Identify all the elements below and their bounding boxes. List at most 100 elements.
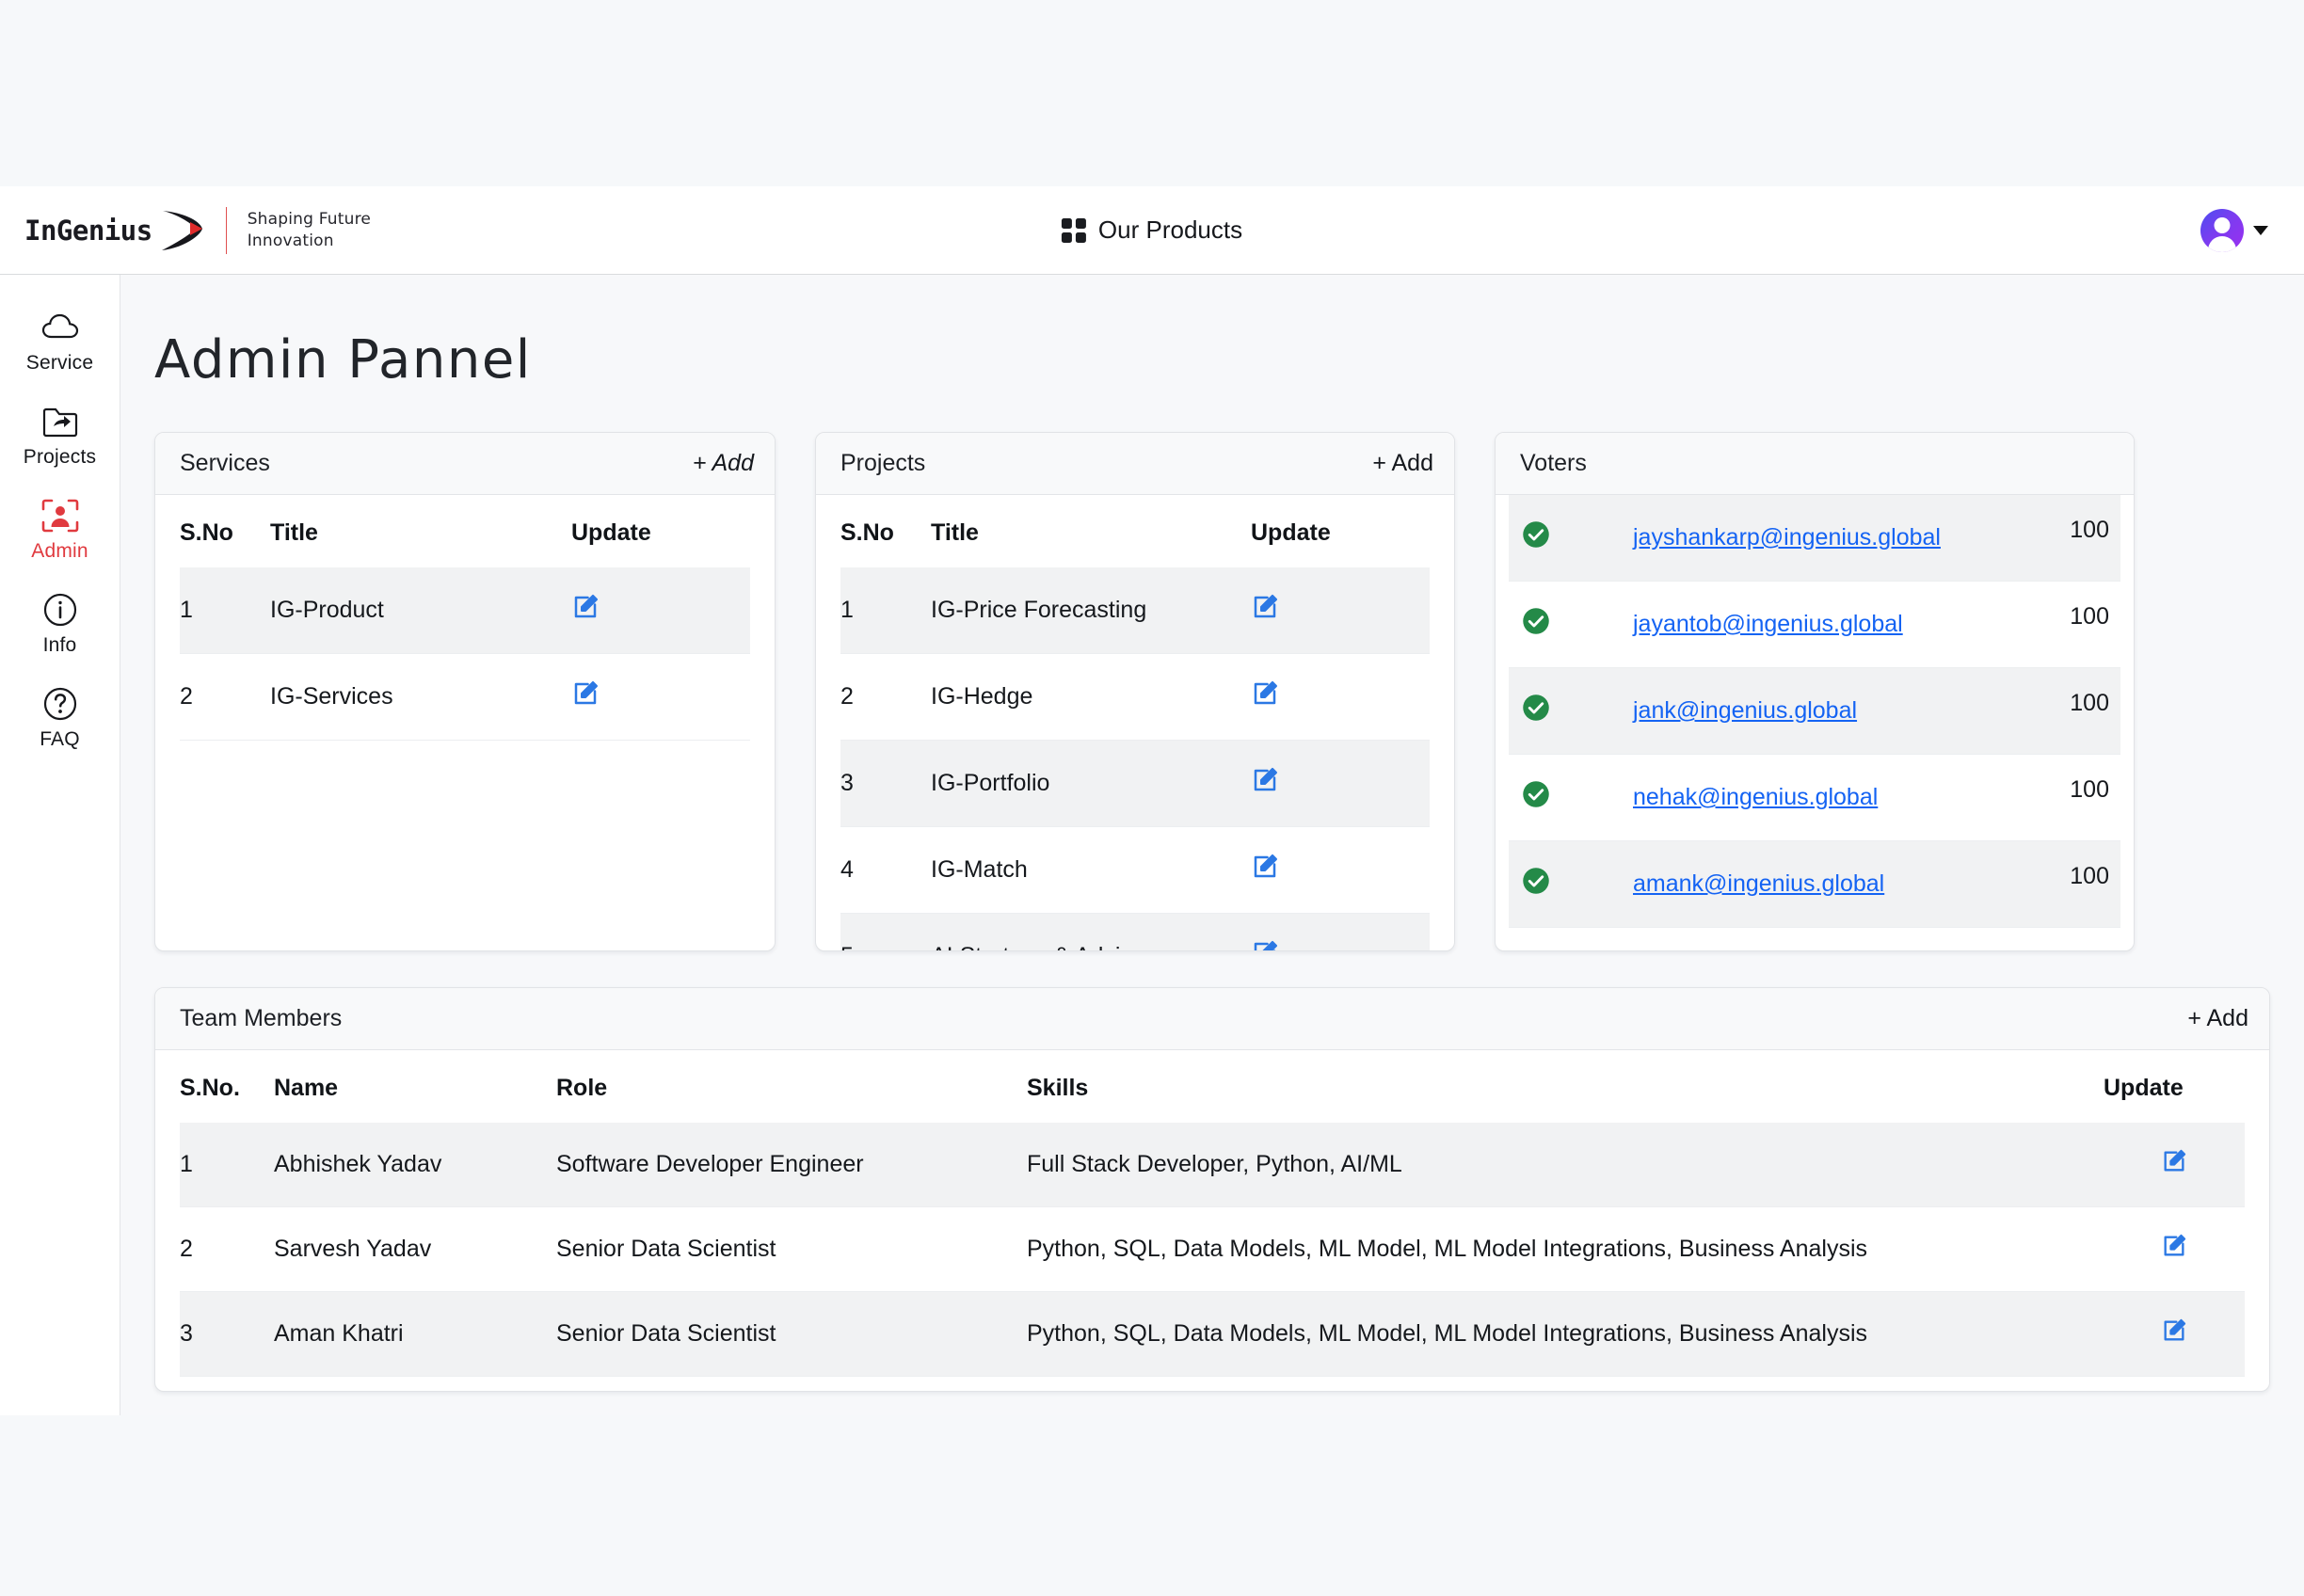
col-name: Name — [274, 1075, 339, 1101]
list-item[interactable]: amank@ingenius.global 100 — [1509, 840, 2120, 928]
edit-icon[interactable] — [1251, 593, 1279, 628]
cell-sno: 1 — [840, 567, 931, 654]
team-members-card-body: S.No. Name Role Skills Update 1 Abhishek… — [155, 1050, 2269, 1391]
cell-title: AI Strategy & Advis — [931, 913, 1251, 950]
chevron-down-icon[interactable] — [2253, 225, 2268, 235]
cards-row: Services + Add S.No Title Update — [154, 432, 2304, 951]
cell-score: 100 — [2053, 495, 2120, 582]
edit-icon[interactable] — [571, 593, 600, 628]
table-row[interactable]: 3 Aman Khatri Senior Data Scientist Pyth… — [180, 1291, 2245, 1377]
brand-divider — [225, 206, 227, 254]
edit-icon[interactable] — [1251, 853, 1279, 887]
cell-name: Abhishek Yadav — [274, 1123, 556, 1207]
table-row[interactable]: 5 AI Strategy & Advis — [840, 913, 1430, 950]
table-row[interactable]: 3 IG-Portfolio — [840, 740, 1430, 827]
edit-icon[interactable] — [2161, 1317, 2187, 1350]
our-products-label: Our Products — [1097, 215, 1243, 244]
edit-icon[interactable] — [571, 679, 600, 714]
list-item[interactable]: madhurig@ingenius.global 100 — [1509, 927, 2120, 950]
voter-email-link[interactable]: jayantob@ingenius.global — [1633, 611, 1903, 637]
voter-email-link[interactable]: jayshankarp@ingenius.global — [1633, 524, 1941, 551]
cell-status — [1509, 927, 1599, 950]
sidebar-item-label: Admin — [31, 540, 88, 562]
projects-add-button[interactable]: + Add — [1372, 450, 1433, 476]
col-sno: S.No. — [180, 1075, 240, 1101]
cell-skills: Full Stack Developer, Python, AI/ML — [1027, 1123, 2104, 1207]
services-card-header: Services + Add — [155, 433, 775, 495]
table-row[interactable]: 2 IG-Hedge — [840, 653, 1430, 741]
projects-card-body: S.No Title Update 1 IG-Price Forecasting — [816, 495, 1454, 950]
list-item[interactable]: jank@ingenius.global 100 — [1509, 667, 2120, 755]
edit-icon[interactable] — [1251, 766, 1279, 801]
cell-email: madhurig@ingenius.global — [1599, 927, 2054, 950]
edit-icon[interactable] — [1251, 679, 1279, 714]
cell-skills: Python, SQL, Data Models, ML Model, ML M… — [1027, 1291, 2104, 1377]
voters-card-body: jayshankarp@ingenius.global 100 jayantob… — [1496, 495, 2134, 950]
our-products-menu[interactable]: Our Products — [1061, 215, 1243, 245]
cell-update — [2104, 1206, 2245, 1292]
voters-card: Voters jayshankarp@ingenius.global 100 — [1495, 432, 2135, 951]
col-update: Update — [1251, 519, 1331, 546]
projects-table: S.No Title Update 1 IG-Price Forecasting — [840, 495, 1430, 950]
cell-title: IG-Hedge — [931, 653, 1251, 741]
cell-title: IG-Services — [270, 653, 571, 741]
services-card: Services + Add S.No Title Update — [154, 432, 776, 951]
cell-skills: Python, SQL, Data Models, ML Model, ML M… — [1027, 1206, 2104, 1292]
voter-email-link[interactable]: amank@ingenius.global — [1633, 870, 1885, 897]
team-members-add-button[interactable]: + Add — [2187, 1005, 2248, 1031]
sidebar-item-label: Service — [25, 352, 94, 374]
cell-name: Aman Khatri — [274, 1291, 556, 1377]
cell-score: 100 — [2053, 927, 2120, 950]
swoosh-icon — [154, 209, 203, 252]
brand-tagline: Shaping Future Innovation — [248, 209, 371, 252]
cell-update — [1251, 826, 1430, 914]
team-members-card: Team Members + Add S.No. Name Role Skill… — [154, 987, 2270, 1392]
edit-icon[interactable] — [1251, 939, 1279, 950]
col-sno: S.No — [840, 519, 894, 546]
table-row[interactable]: 2 Sarvesh Yadav Senior Data Scientist Py… — [180, 1206, 2245, 1292]
sidebar-item-admin[interactable]: Admin — [0, 484, 120, 578]
cell-sno: 2 — [180, 653, 270, 741]
user-menu[interactable] — [2200, 208, 2268, 252]
cell-title: IG-Portfolio — [931, 740, 1251, 827]
services-add-button[interactable]: + Add — [692, 450, 754, 476]
avatar[interactable] — [2200, 208, 2244, 252]
table-row[interactable]: 1 IG-Price Forecasting — [840, 567, 1430, 654]
sidebar-item-projects[interactable]: Projects — [0, 390, 120, 484]
cloud-icon — [40, 309, 81, 346]
list-item[interactable]: nehak@ingenius.global 100 — [1509, 754, 2120, 841]
brand-name: InGenius — [24, 214, 152, 247]
cell-email: jayshankarp@ingenius.global — [1599, 495, 2054, 582]
table-header-row: S.No Title Update — [840, 495, 1430, 567]
table-row[interactable]: 1 Abhishek Yadav Software Developer Engi… — [180, 1123, 2245, 1207]
table-row[interactable]: 4 IG-Match — [840, 826, 1430, 914]
cell-email: jayantob@ingenius.global — [1599, 581, 2054, 668]
avatar-body — [2208, 235, 2236, 252]
col-role: Role — [556, 1075, 608, 1101]
cell-sno: 1 — [180, 1123, 274, 1207]
edit-icon[interactable] — [2161, 1233, 2187, 1266]
team-members-card-header: Team Members + Add — [155, 988, 2269, 1050]
cell-score: 100 — [2053, 840, 2120, 928]
check-circle-icon — [1522, 781, 1550, 814]
list-item[interactable]: jayshankarp@ingenius.global 100 — [1509, 495, 2120, 582]
sidebar-item-info[interactable]: Info — [0, 578, 120, 672]
table-row[interactable]: 1 IG-Product — [180, 567, 750, 654]
cell-sno: 3 — [180, 1291, 274, 1377]
voters-card-header: Voters — [1496, 433, 2134, 495]
grid-icon — [1061, 217, 1086, 243]
sidebar-item-faq[interactable]: FAQ — [0, 672, 120, 766]
edit-icon[interactable] — [2161, 1148, 2187, 1181]
table-row[interactable]: 2 IG-Services — [180, 653, 750, 741]
voter-email-link[interactable]: jank@ingenius.global — [1633, 697, 1858, 724]
cell-status — [1509, 667, 1599, 755]
tagline-line-2: Innovation — [247, 231, 334, 250]
voter-email-link[interactable]: nehak@ingenius.global — [1633, 784, 1879, 810]
list-item[interactable]: jayantob@ingenius.global 100 — [1509, 581, 2120, 668]
team-members-card-title: Team Members — [180, 1005, 343, 1031]
sidebar-item-service[interactable]: Service — [0, 295, 120, 390]
cell-status — [1509, 495, 1599, 582]
voters-table: jayshankarp@ingenius.global 100 jayantob… — [1509, 495, 2120, 950]
main-content: Admin Pannel Services + Add S.No Title U — [120, 275, 2304, 1415]
brand-logo[interactable]: InGenius Shaping Future Innovation — [24, 206, 371, 254]
